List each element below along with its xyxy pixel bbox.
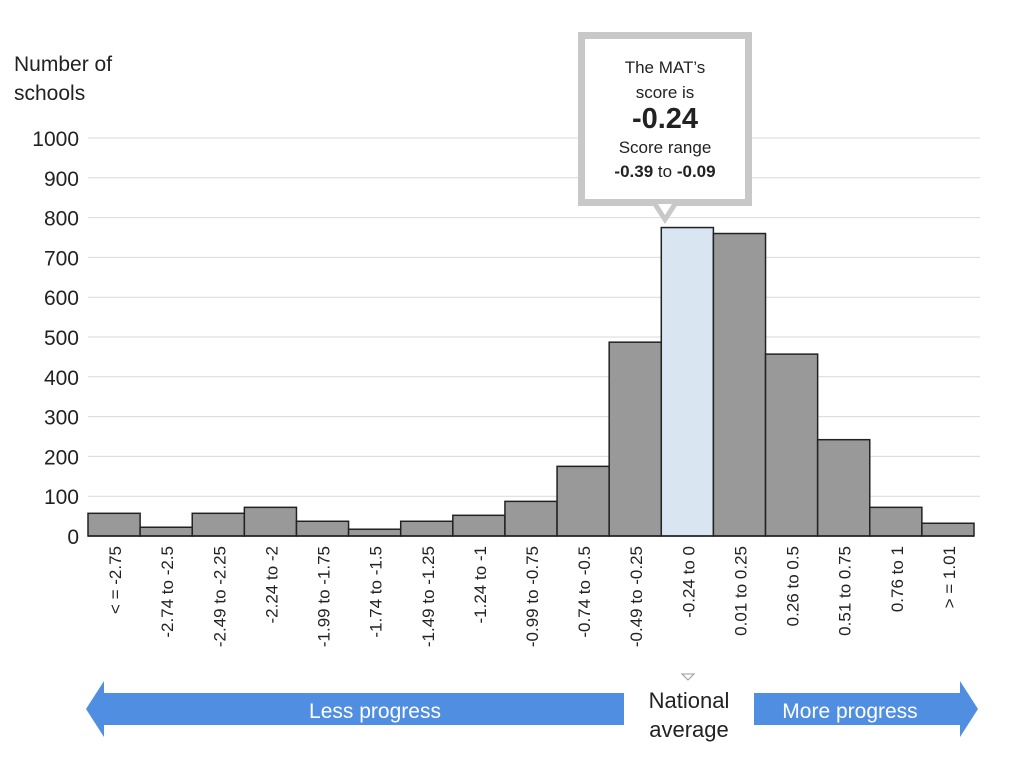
x-tick-label: < = -2.75 xyxy=(106,546,125,614)
callout-line2: score is xyxy=(635,83,695,102)
y-axis-tick-labels: 0 100 200 300 400 500 600 700 800 900 1000 xyxy=(32,128,79,549)
callout-range-low: -0.39 xyxy=(614,162,654,181)
x-tick-label: -1.74 to -1.5 xyxy=(367,546,386,638)
y-tick-label: 700 xyxy=(44,247,79,270)
bar xyxy=(712,232,767,537)
bar xyxy=(452,514,506,537)
x-tick-label: 0.01 to 0.25 xyxy=(731,546,750,636)
more-progress-arrow xyxy=(754,681,978,737)
callout-range-label: Score range xyxy=(618,138,712,157)
y-tick-label: 400 xyxy=(44,367,79,390)
bar xyxy=(608,341,663,537)
x-tick-label: -2.24 to -2 xyxy=(262,546,281,624)
more-progress-label: More progress xyxy=(782,700,917,723)
bars xyxy=(87,226,975,537)
bar xyxy=(816,438,871,537)
less-progress-label: Less progress xyxy=(309,700,441,723)
callout-range-to: to xyxy=(657,162,673,181)
bar xyxy=(556,465,610,537)
national-average-label: National average xyxy=(630,686,748,744)
progress-arrows: Less progress More progress xyxy=(86,673,978,737)
bar xyxy=(139,526,193,537)
callout-score: -0.24 xyxy=(631,103,699,135)
x-tick-label: -1.24 to -1 xyxy=(471,546,490,624)
callout-pointer-inner xyxy=(658,204,672,215)
x-tick-label: 0.76 to 1 xyxy=(888,546,907,612)
y-axis-title: Number of schools xyxy=(14,53,113,105)
x-tick-label: -1.49 to -1.25 xyxy=(419,546,438,647)
bar xyxy=(869,506,923,537)
x-tick-label: -2.49 to -2.25 xyxy=(210,546,229,647)
x-tick-label: 0.26 to 0.5 xyxy=(784,546,803,626)
bar xyxy=(347,528,402,537)
y-tick-label: 100 xyxy=(44,486,79,509)
bar-highlighted xyxy=(660,226,715,537)
bar xyxy=(764,353,819,537)
y-tick-label: 900 xyxy=(44,168,79,191)
bar xyxy=(295,520,350,537)
x-axis-tick-labels: < = -2.75 -2.74 to -2.5 -2.49 to -2.25 -2.2… xyxy=(106,546,959,647)
bar xyxy=(243,506,298,537)
y-tick-label: 0 xyxy=(67,526,79,549)
bar xyxy=(399,520,454,537)
bar xyxy=(921,522,975,537)
y-tick-label: 200 xyxy=(44,446,79,469)
x-tick-label: -0.74 to -0.5 xyxy=(575,546,594,638)
less-progress-arrow xyxy=(86,681,624,737)
y-tick-label: 500 xyxy=(44,327,79,350)
x-tick-label: -0.24 to 0 xyxy=(679,546,698,618)
x-tick-label: -1.99 to -1.75 xyxy=(315,546,334,647)
x-tick-label: 0.51 to 0.75 xyxy=(836,546,855,636)
x-tick-label: > = 1.01 xyxy=(940,546,959,608)
gridlines xyxy=(88,137,980,497)
y-tick-label: 1000 xyxy=(32,128,79,151)
bar xyxy=(191,512,246,537)
score-callout: The MAT’s score is -0.24 Score range -0.… xyxy=(578,32,752,206)
callout-range: -0.39 to -0.09 xyxy=(585,160,745,184)
x-tick-label: -0.99 to -0.75 xyxy=(523,546,542,647)
national-average-line1: National xyxy=(648,688,730,713)
callout-range-high: -0.09 xyxy=(676,162,716,181)
bar xyxy=(87,512,141,537)
national-average-line2: average xyxy=(649,717,729,742)
bar xyxy=(504,500,558,537)
y-tick-label: 300 xyxy=(44,407,79,430)
y-tick-label: 800 xyxy=(44,208,79,231)
callout-line1: The MAT’s xyxy=(624,58,706,77)
x-tick-label: -2.74 to -2.5 xyxy=(158,546,177,638)
y-tick-label: 600 xyxy=(44,287,79,310)
x-tick-label: -0.49 to -0.25 xyxy=(627,546,646,647)
national-average-marker-icon xyxy=(680,673,696,681)
